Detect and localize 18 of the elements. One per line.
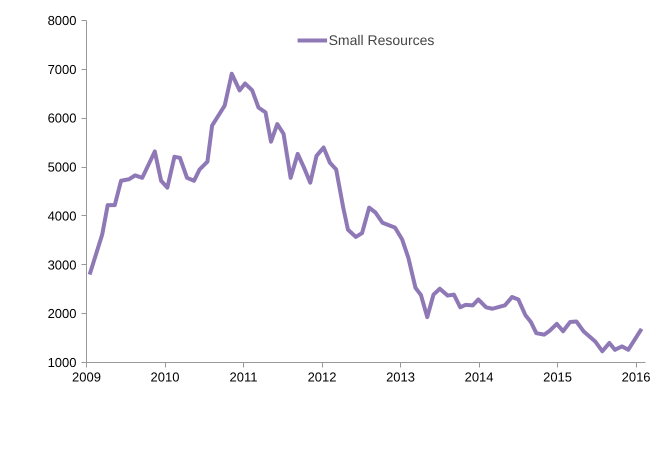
y-tick-label: 7000 [48, 62, 76, 77]
y-tick-label: 8000 [48, 13, 76, 28]
x-tick-label: 2012 [308, 370, 336, 384]
y-tick-label: 2000 [48, 306, 76, 322]
legend-label: Small Resources [328, 32, 434, 48]
y-tick-label: 1000 [48, 355, 76, 370]
x-tick-label: 2016 [622, 370, 651, 384]
x-tick-label: 2009 [72, 370, 101, 384]
y-tick-label: 6000 [48, 110, 76, 126]
x-tick-label: 2011 [230, 370, 258, 384]
x-tick-label: 2015 [543, 370, 572, 384]
y-tick-label: 3000 [48, 257, 76, 272]
x-tick-label: 2013 [386, 370, 416, 384]
y-tick-label: 5000 [48, 160, 76, 175]
y-tick-label: 4000 [48, 208, 76, 224]
line-series [88, 72, 644, 354]
x-tick-label: 2010 [150, 370, 180, 384]
x-tick-label: 2014 [464, 370, 494, 384]
